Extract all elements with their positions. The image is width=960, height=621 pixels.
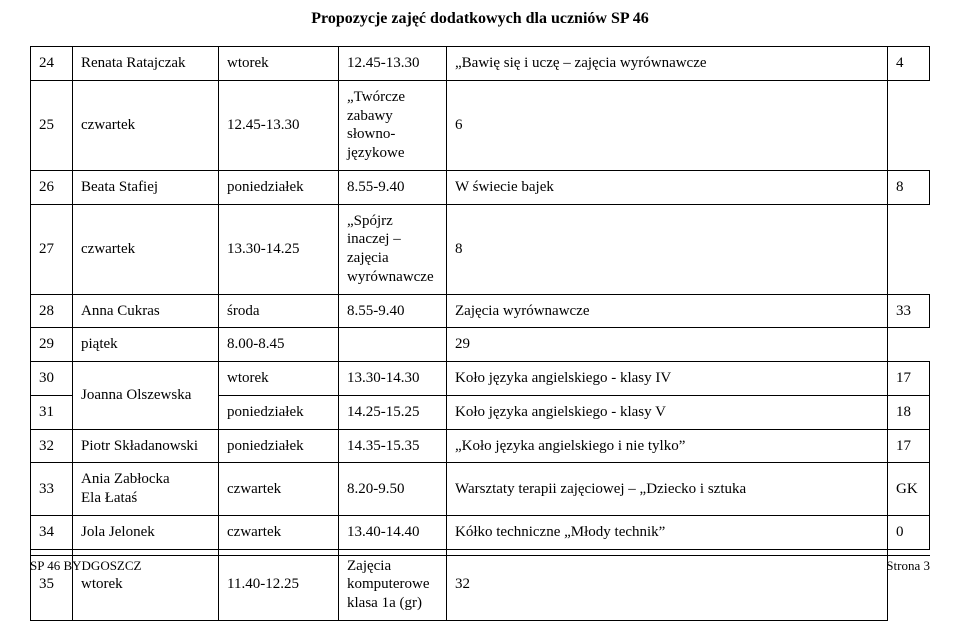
page-title: Propozycje zajęć dodatkowych dla uczniów… xyxy=(30,10,930,28)
table-row: 29piątek8.00-8.4529 xyxy=(31,328,930,362)
cell-teacher: Anna Cukras xyxy=(73,294,219,328)
cell-teacher: Joanna Olszewska xyxy=(73,362,219,430)
cell-description: „Twórcze zabawy słowno-językowe xyxy=(339,80,447,170)
cell-day: czwartek xyxy=(73,80,219,170)
cell-room: 8 xyxy=(447,204,888,294)
cell-day: poniedziałek xyxy=(219,429,339,463)
cell-time: 12.45-13.30 xyxy=(339,47,447,81)
cell-day: czwartek xyxy=(219,463,339,516)
cell-room: 33 xyxy=(888,294,930,328)
table-row: 26Beata Stafiejponiedziałek8.55-9.40W św… xyxy=(31,170,930,204)
cell-day: poniedziałek xyxy=(219,170,339,204)
page-container: Propozycje zajęć dodatkowych dla uczniów… xyxy=(0,0,960,621)
cell-day: czwartek xyxy=(73,204,219,294)
cell-day: wtorek xyxy=(219,47,339,81)
footer-divider xyxy=(30,555,930,556)
cell-description: W świecie bajek xyxy=(447,170,888,204)
table-row: 33Ania ZabłockaEla Łataśczwartek8.20-9.5… xyxy=(31,463,930,516)
cell-description: „Spójrz inaczej – zajęcia wyrównawcze xyxy=(339,204,447,294)
cell-number: 25 xyxy=(31,80,73,170)
table-row: 25czwartek12.45-13.30„Twórcze zabawy sło… xyxy=(31,80,930,170)
cell-number: 32 xyxy=(31,429,73,463)
cell-day: środa xyxy=(219,294,339,328)
table-row: 27czwartek13.30-14.25„Spójrz inaczej – z… xyxy=(31,204,930,294)
cell-teacher: Beata Stafiej xyxy=(73,170,219,204)
cell-teacher: Jola Jelonek xyxy=(73,515,219,549)
cell-time: 8.00-8.45 xyxy=(219,328,339,362)
footer-left: SP 46 BYDGOSZCZ xyxy=(30,558,141,574)
table-row: 24Renata Ratajczakwtorek12.45-13.30„Bawi… xyxy=(31,47,930,81)
cell-day: poniedziałek xyxy=(219,395,339,429)
cell-description: Kółko techniczne „Młody technik” xyxy=(447,515,888,549)
cell-time: 13.30-14.30 xyxy=(339,362,447,396)
cell-room: GK xyxy=(888,463,930,516)
cell-room: 4 xyxy=(888,47,930,81)
cell-time: 13.40-14.40 xyxy=(339,515,447,549)
cell-number: 29 xyxy=(31,328,73,362)
table-row: 34Jola Jelonekczwartek13.40-14.40Kółko t… xyxy=(31,515,930,549)
cell-description xyxy=(339,328,447,362)
table-row: 30Joanna Olszewskawtorek13.30-14.30Koło … xyxy=(31,362,930,396)
cell-time: 14.35-15.35 xyxy=(339,429,447,463)
cell-time: 12.45-13.30 xyxy=(219,80,339,170)
cell-teacher: Renata Ratajczak xyxy=(73,47,219,81)
cell-day: wtorek xyxy=(219,362,339,396)
cell-number: 33 xyxy=(31,463,73,516)
cell-room: 6 xyxy=(447,80,888,170)
table-row: 32Piotr Składanowskiponiedziałek14.35-15… xyxy=(31,429,930,463)
cell-number: 27 xyxy=(31,204,73,294)
cell-teacher: Piotr Składanowski xyxy=(73,429,219,463)
cell-description: Zajęcia wyrównawcze xyxy=(447,294,888,328)
cell-room: 29 xyxy=(447,328,888,362)
cell-room: 0 xyxy=(888,515,930,549)
cell-time: 8.55-9.40 xyxy=(339,170,447,204)
cell-number: 26 xyxy=(31,170,73,204)
cell-teacher: Ania ZabłockaEla Łataś xyxy=(73,463,219,516)
cell-description: „Koło języka angielskiego i nie tylko” xyxy=(447,429,888,463)
cell-description: „Bawię się i uczę – zajęcia wyrównawcze xyxy=(447,47,888,81)
footer-right: Strona 3 xyxy=(886,558,930,574)
cell-description: Koło języka angielskiego - klasy IV xyxy=(447,362,888,396)
cell-room: 8 xyxy=(888,170,930,204)
cell-description: Warsztaty terapii zajęciowej – „Dziecko … xyxy=(447,463,888,516)
cell-number: 34 xyxy=(31,515,73,549)
cell-description: Koło języka angielskiego - klasy V xyxy=(447,395,888,429)
cell-time: 13.30-14.25 xyxy=(219,204,339,294)
cell-time: 14.25-15.25 xyxy=(339,395,447,429)
schedule-table-body: 24Renata Ratajczakwtorek12.45-13.30„Bawi… xyxy=(31,47,930,621)
cell-number: 31 xyxy=(31,395,73,429)
cell-time: 8.55-9.40 xyxy=(339,294,447,328)
page-footer: SP 46 BYDGOSZCZ Strona 3 xyxy=(30,555,930,574)
cell-time: 8.20-9.50 xyxy=(339,463,447,516)
cell-number: 30 xyxy=(31,362,73,396)
cell-day: czwartek xyxy=(219,515,339,549)
cell-number: 24 xyxy=(31,47,73,81)
cell-number: 28 xyxy=(31,294,73,328)
cell-day: piątek xyxy=(73,328,219,362)
cell-room: 18 xyxy=(888,395,930,429)
table-row: 28Anna Cukrasśroda8.55-9.40Zajęcia wyrów… xyxy=(31,294,930,328)
cell-room: 17 xyxy=(888,362,930,396)
cell-room: 17 xyxy=(888,429,930,463)
schedule-table: 24Renata Ratajczakwtorek12.45-13.30„Bawi… xyxy=(30,46,930,621)
